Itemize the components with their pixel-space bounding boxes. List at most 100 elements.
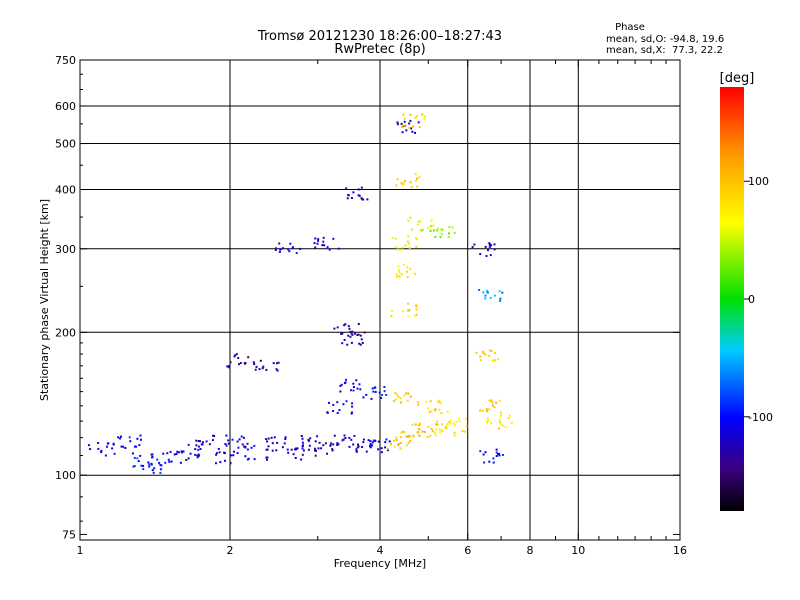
data-point: [399, 447, 402, 449]
data-point: [391, 310, 394, 312]
data-point: [213, 435, 215, 438]
data-point: [425, 401, 428, 404]
data-point: [356, 334, 359, 336]
data-point: [407, 309, 410, 312]
data-point: [355, 450, 358, 453]
data-point: [430, 219, 433, 222]
data-point: [266, 456, 269, 459]
data-point: [359, 334, 362, 337]
data-point: [244, 455, 247, 458]
data-point: [455, 420, 458, 423]
data-point: [414, 116, 417, 119]
data-point: [350, 332, 353, 335]
data-point: [418, 428, 421, 431]
data-point: [158, 461, 161, 464]
data-point: [492, 461, 495, 464]
data-point: [347, 334, 350, 337]
data-point: [399, 248, 402, 251]
data-point: [463, 430, 466, 433]
data-point: [117, 436, 120, 439]
data-point: [408, 308, 411, 311]
data-point: [436, 423, 439, 426]
data-point: [399, 442, 402, 445]
data-point: [438, 400, 441, 403]
data-point: [479, 359, 482, 362]
data-point: [323, 244, 326, 247]
data-point: [332, 237, 335, 240]
data-point: [196, 456, 199, 459]
data-point: [438, 428, 441, 431]
data-point: [399, 397, 402, 400]
data-point: [173, 453, 176, 456]
data-point: [333, 327, 336, 330]
data-point: [361, 446, 364, 448]
data-point: [453, 431, 456, 434]
data-point: [326, 411, 329, 414]
data-point: [271, 449, 274, 452]
data-point: [409, 216, 412, 219]
data-point: [385, 394, 388, 396]
data-point: [266, 448, 269, 451]
data-point: [231, 438, 234, 441]
x-tick-label: 1: [77, 544, 84, 557]
data-point: [479, 253, 482, 255]
data-point: [140, 438, 142, 441]
data-point: [366, 198, 369, 201]
data-point: [493, 406, 496, 408]
data-point: [498, 418, 501, 421]
data-point: [352, 382, 355, 385]
data-point: [153, 467, 156, 470]
data-point: [377, 448, 380, 451]
data-point: [409, 119, 412, 122]
data-point: [255, 365, 258, 368]
data-point: [411, 228, 414, 231]
data-point: [350, 389, 352, 392]
data-point: [440, 412, 443, 415]
data-point: [431, 430, 434, 433]
data-point: [383, 386, 386, 388]
data-point: [360, 186, 363, 189]
data-point: [133, 445, 136, 448]
data-point: [314, 246, 317, 249]
data-point: [352, 386, 355, 388]
data-point: [371, 441, 374, 444]
data-point: [371, 444, 373, 447]
data-point: [348, 445, 351, 448]
data-point: [484, 294, 487, 297]
data-point: [418, 126, 421, 129]
data-point: [294, 457, 297, 459]
data-point: [491, 401, 494, 404]
data-point: [499, 299, 502, 302]
data-point: [507, 417, 510, 420]
data-point: [196, 454, 199, 457]
data-point: [384, 446, 387, 449]
data-point: [457, 417, 460, 420]
data-point: [489, 296, 492, 299]
data-point: [482, 352, 485, 355]
data-point: [484, 451, 487, 454]
data-point: [275, 247, 277, 250]
data-point: [332, 403, 335, 406]
data-point: [438, 408, 441, 411]
data-point: [394, 392, 397, 395]
data-point: [343, 324, 346, 327]
data-point: [252, 361, 255, 364]
data-point: [409, 395, 412, 398]
data-point: [408, 246, 411, 249]
data-point: [485, 410, 488, 413]
data-point: [341, 332, 344, 335]
data-point: [395, 184, 398, 187]
data-point: [347, 194, 350, 197]
data-point: [440, 228, 443, 231]
data-point: [356, 387, 359, 390]
data-point: [235, 353, 238, 356]
data-point: [379, 397, 382, 399]
data-point: [418, 176, 421, 179]
data-point: [233, 355, 236, 358]
data-point: [479, 409, 482, 412]
data-point: [140, 464, 143, 467]
data-point: [489, 349, 491, 352]
data-point: [225, 434, 228, 437]
data-point: [349, 330, 352, 333]
data-point: [267, 445, 270, 448]
